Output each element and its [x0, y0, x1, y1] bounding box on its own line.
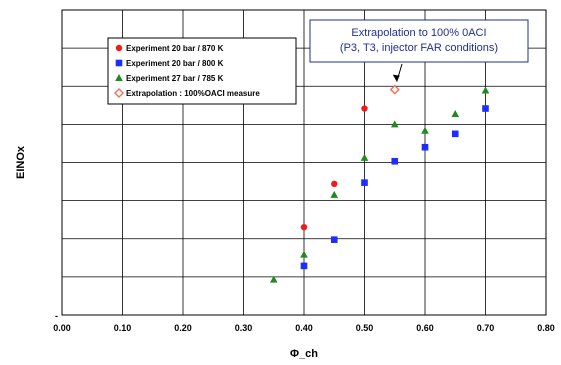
plot-frame — [61, 9, 547, 316]
x-tick-label: 0.60 — [416, 323, 434, 333]
data-point-series-4 — [389, 84, 400, 95]
data-point-series-2 — [482, 105, 489, 112]
data-point-series-2 — [391, 157, 399, 165]
data-point-series-2 — [421, 143, 429, 151]
legend: Experiment 20 bar / 870 K Experiment 20 b… — [107, 37, 297, 105]
x-tick-labels: 0.00 0.10 0.20 0.30 0.40 0.50 0.60 0.70 0.80 — [53, 323, 555, 333]
legend-marker — [115, 44, 123, 52]
data-point-series-3 — [330, 190, 339, 198]
data-points — [269, 84, 490, 283]
y-tick-labels: - — [55, 311, 58, 321]
legend-label: Extrapolation : 100%OACI measure — [126, 89, 260, 98]
x-tick-label: 0.00 — [53, 323, 71, 333]
annotation: Extrapolation to 100% 0ACI (P3, T3, injec… — [309, 19, 529, 82]
x-tick-label: 0.70 — [477, 323, 495, 333]
data-point-series-2 — [300, 262, 308, 270]
legend-marker — [115, 74, 123, 81]
x-tick-label: 0.30 — [235, 323, 253, 333]
data-point-series-1 — [300, 223, 308, 231]
data-point-series-1 — [331, 180, 338, 188]
legend-marker — [114, 88, 124, 98]
data-point-series-3 — [481, 86, 490, 94]
x-tick-label: 0.80 — [537, 323, 555, 333]
annotation-text: (P3, T3, injector FAR conditions) — [340, 42, 498, 54]
data-point-series-2 — [361, 179, 368, 186]
x-axis-title: Φ_ch — [290, 348, 318, 360]
legend-marker — [115, 59, 123, 67]
data-point-series-3 — [451, 110, 460, 118]
data-point-series-3 — [360, 153, 369, 161]
data-point-series-3 — [269, 275, 278, 283]
x-tick-label: 0.10 — [114, 323, 132, 333]
legend-box — [107, 37, 297, 105]
legend-label: Experiment 20 bar / 870 K — [126, 44, 224, 53]
annotation-arrow-head — [392, 74, 400, 82]
data-point-series-2 — [330, 236, 338, 243]
x-tick-label: 0.50 — [356, 323, 374, 333]
data-point-series-1 — [361, 105, 368, 112]
x-tick-label: 0.40 — [295, 323, 313, 333]
data-point-series-3 — [300, 250, 308, 258]
annotation-text: Extrapolation to 100% 0ACI — [351, 27, 486, 39]
y-tick-label: - — [55, 311, 58, 321]
y-axis-title: EINOx — [15, 145, 27, 179]
data-point-series-3 — [390, 120, 399, 128]
data-point-series-2 — [451, 130, 459, 138]
legend-label: Experiment 27 bar / 785 K — [126, 74, 224, 83]
annotation-box — [309, 19, 529, 63]
x-tick-label: 0.20 — [174, 323, 192, 333]
data-point-series-3 — [421, 126, 429, 134]
legend-label: Experiment 20 bar / 800 K — [126, 59, 224, 68]
